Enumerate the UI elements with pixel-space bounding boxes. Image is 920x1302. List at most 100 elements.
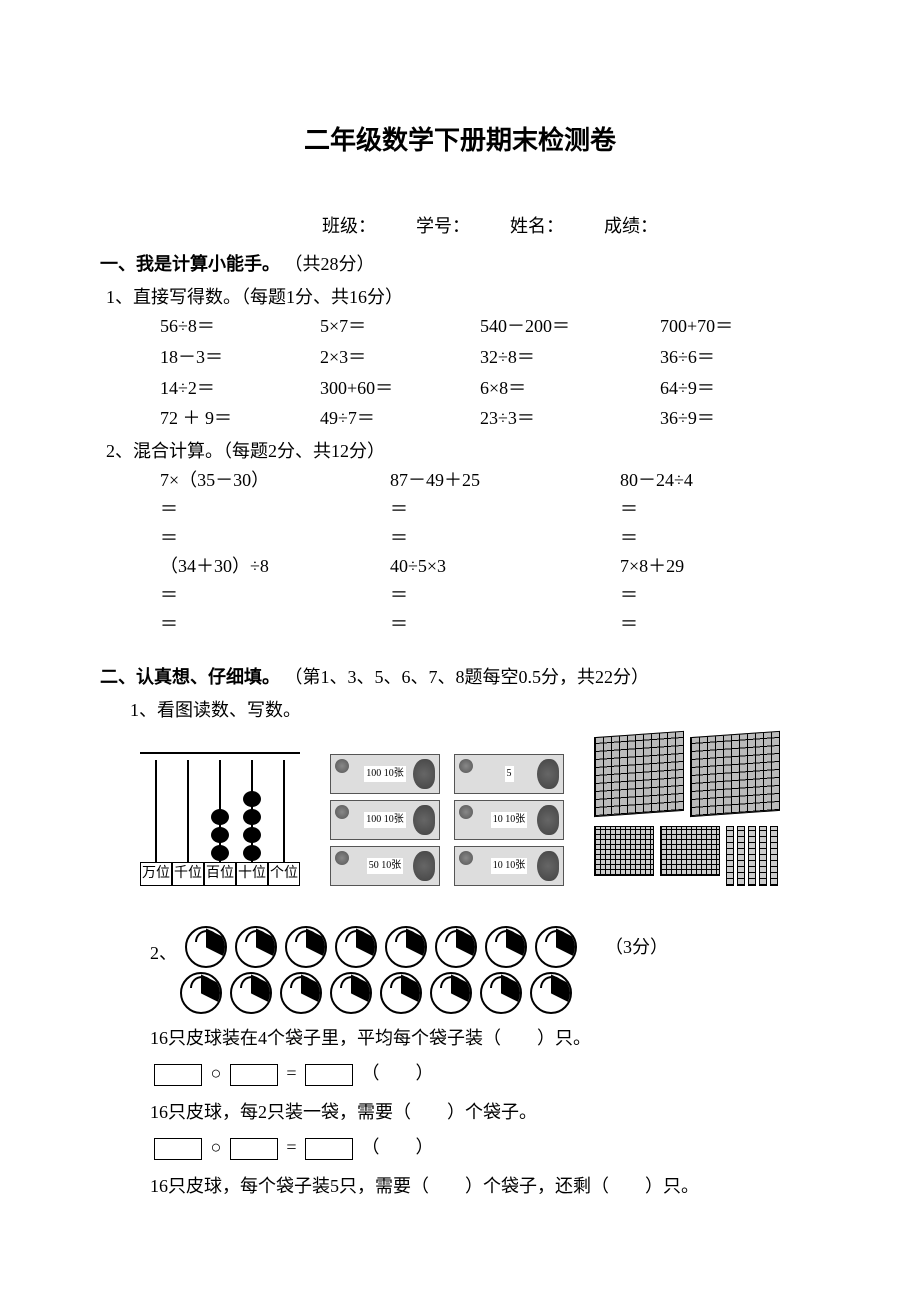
- s2-q2-label: 2、: [150, 939, 177, 968]
- q2-points: （3分）: [605, 933, 668, 962]
- mixed-eq-row: ＝ ＝ ＝: [160, 610, 820, 639]
- ball-icon: [430, 972, 472, 1014]
- paren-blank: （ ）: [362, 1063, 434, 1083]
- ball-icon: [330, 972, 372, 1014]
- eq-sign: ＝: [160, 524, 390, 553]
- section-1: 一、我是计算小能手。 （共28分）: [100, 250, 820, 279]
- ball-icon: [530, 972, 572, 1014]
- abacus-rod: [187, 760, 189, 862]
- s2-q1-label: 1、看图读数、写数。: [130, 696, 820, 725]
- calc-grid: 56÷8＝ 5×7＝ 540－200＝ 700+70＝ 18－3＝ 2×3＝ 3…: [160, 312, 820, 433]
- section-1-title: 一、我是计算小能手。: [100, 254, 280, 274]
- eq-sign: ＝: [160, 495, 390, 524]
- paren-blank: （ ）: [362, 1137, 434, 1157]
- mixed-expr: 80－24÷4: [620, 466, 850, 495]
- ball-icon: [335, 926, 377, 968]
- calc-cell: 49÷7＝: [320, 404, 480, 433]
- balls-section: 2、 （3分）: [150, 926, 820, 1014]
- ball-icon: [485, 926, 527, 968]
- bill: 5: [454, 754, 564, 794]
- answer-box[interactable]: [230, 1064, 278, 1086]
- eq-sign: ＝: [620, 524, 850, 553]
- abacus-bead: [243, 827, 261, 843]
- cubes-figure: [594, 734, 794, 886]
- section-1-points: （共28分）: [285, 254, 375, 274]
- mixed-expr: 7×（35－30）: [160, 466, 390, 495]
- abacus-rod: [219, 760, 221, 862]
- calc-cell: 64÷9＝: [660, 374, 820, 403]
- name-label: 姓名：: [510, 212, 564, 241]
- hundred-flat: [660, 826, 720, 876]
- answer-box[interactable]: [305, 1138, 353, 1160]
- ball-icon: [235, 926, 277, 968]
- q1-label: 1、直接写得数。（每题1分、共16分）: [106, 283, 820, 312]
- ball-icon: [285, 926, 327, 968]
- score-label: 成绩：: [604, 212, 658, 241]
- ball-icon: [185, 926, 227, 968]
- abacus-bead: [243, 845, 261, 861]
- abacus-label: 个位: [268, 862, 300, 886]
- answer-box[interactable]: [154, 1138, 202, 1160]
- abacus-rod: [283, 760, 285, 862]
- abacus-figure: 万位 千位 百位 十位 个位: [140, 752, 300, 886]
- hundred-flat: [594, 826, 654, 876]
- ten-bar: [737, 826, 745, 886]
- calc-cell: 6×8＝: [480, 374, 660, 403]
- calc-cell: 18－3＝: [160, 343, 320, 372]
- mixed-row-1: 7×（35－30） 87－49＋25 80－24÷4: [160, 466, 820, 495]
- abacus-bead: [211, 827, 229, 843]
- abacus-label: 万位: [140, 862, 172, 886]
- ten-bar: [759, 826, 767, 886]
- q2-line-3: 16只皮球，每个袋子装5只，需要（ ）个袋子，还剩（ ）只。: [150, 1172, 820, 1201]
- calc-cell: 36÷9＝: [660, 404, 820, 433]
- mixed-expr: （34＋30）÷8: [160, 552, 390, 581]
- ball-icon: [385, 926, 427, 968]
- money-figure: 100 10张 5 100 10张 10 10张 50 10张 10 10张: [330, 754, 564, 886]
- eq-line-1: ○ = （ ）: [150, 1059, 820, 1088]
- sid-label: 学号：: [416, 212, 470, 241]
- mixed-expr: 40÷5×3: [390, 552, 620, 581]
- calc-cell: 72 ＋ 9＝: [160, 404, 320, 433]
- calc-cell: 700+70＝: [660, 312, 820, 341]
- ball-icon: [280, 972, 322, 1014]
- answer-box[interactable]: [305, 1064, 353, 1086]
- bill: 100 10张: [330, 754, 440, 794]
- class-label: 班级：: [322, 212, 376, 241]
- calc-cell: 56÷8＝: [160, 312, 320, 341]
- abacus-rod: [251, 760, 253, 862]
- calc-cell: 36÷6＝: [660, 343, 820, 372]
- ball-icon: [480, 972, 522, 1014]
- eq-sign: ＝: [620, 610, 850, 639]
- bill: 10 10张: [454, 800, 564, 840]
- ten-bar: [726, 826, 734, 886]
- mixed-eq-row: ＝ ＝ ＝: [160, 581, 820, 610]
- thousand-cube: [594, 731, 684, 817]
- abacus-bead: [211, 845, 229, 861]
- q2-line-1: 16只皮球装在4个袋子里，平均每个袋子装（ ）只。: [150, 1024, 820, 1053]
- page-title: 二年级数学下册期末检测卷: [100, 120, 820, 162]
- eq-sign: ＝: [390, 581, 620, 610]
- figures-row: 万位 千位 百位 十位 个位 100 10张 5 100 10张 10 10张 …: [140, 734, 820, 886]
- calc-cell: 540－200＝: [480, 312, 660, 341]
- ten-bar: [748, 826, 756, 886]
- calc-cell: 5×7＝: [320, 312, 480, 341]
- bill: 10 10张: [454, 846, 564, 886]
- answer-box[interactable]: [154, 1064, 202, 1086]
- thousand-cube: [690, 731, 780, 817]
- ball-icon: [435, 926, 477, 968]
- mixed-eq-row: ＝ ＝ ＝: [160, 495, 820, 524]
- eq-sign: ＝: [390, 524, 620, 553]
- answer-box[interactable]: [230, 1138, 278, 1160]
- eq-sign: ＝: [160, 610, 390, 639]
- bill: 50 10张: [330, 846, 440, 886]
- eq-sign: ＝: [390, 610, 620, 639]
- abacus-label: 百位: [204, 862, 236, 886]
- calc-cell: 32÷8＝: [480, 343, 660, 372]
- section-2-title: 二、认真想、仔细填。: [100, 667, 280, 687]
- mixed-row-2: （34＋30）÷8 40÷5×3 7×8＋29: [160, 552, 820, 581]
- ten-bar: [770, 826, 778, 886]
- eq-sign: ＝: [620, 495, 850, 524]
- student-info-row: 班级： 学号： 姓名： 成绩：: [100, 212, 820, 241]
- section-2: 二、认真想、仔细填。 （第1、3、5、6、7、8题每空0.5分，共22分）: [100, 663, 820, 692]
- abacus-bead: [211, 809, 229, 825]
